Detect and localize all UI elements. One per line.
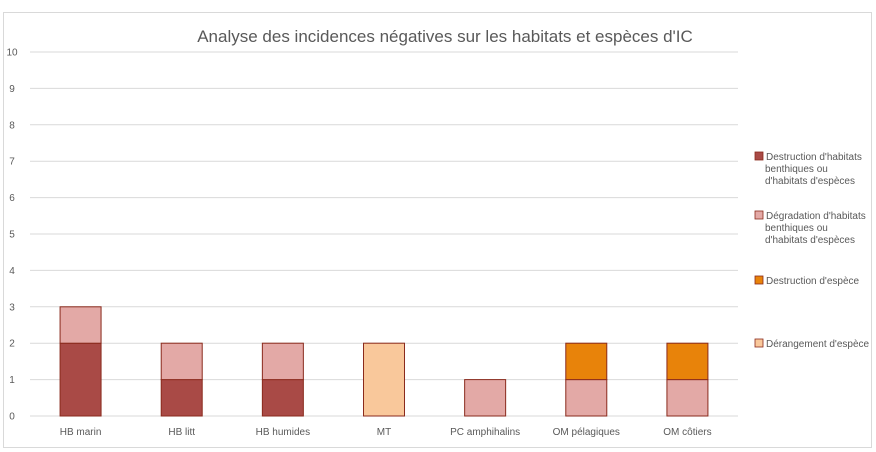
x-tick-label: MT <box>377 427 391 438</box>
legend-swatch <box>754 338 764 348</box>
legend-label: Destruction d'habitats <box>766 152 862 163</box>
legend-swatch <box>754 151 764 161</box>
y-tick-label: 4 <box>9 266 15 277</box>
bar-segment <box>565 379 608 417</box>
x-axis-ticks: HB marin HB litt HB humides MT PC amphihalin… <box>60 427 712 438</box>
x-tick-label: HB marin <box>60 427 102 438</box>
x-tick-label: OM côtiers <box>663 427 711 438</box>
legend-swatch <box>754 210 764 220</box>
y-tick-label: 10 <box>6 48 18 59</box>
x-tick-label: PC amphihalins <box>450 427 520 438</box>
y-tick-label: 0 <box>9 412 15 423</box>
legend-swatch <box>754 275 764 285</box>
bar-segment <box>666 342 709 381</box>
bars <box>59 306 709 417</box>
bar-segment <box>261 379 304 417</box>
bar-segment <box>160 342 203 381</box>
y-tick-label: 5 <box>9 230 15 241</box>
legend-label: benthiques ou <box>765 164 828 175</box>
x-tick-label: OM pélagiques <box>553 427 620 438</box>
y-tick-label: 9 <box>9 84 15 95</box>
bar-segment <box>59 306 102 344</box>
bar-segment <box>160 379 203 417</box>
y-tick-label: 7 <box>9 157 15 168</box>
bar-segment <box>565 342 608 381</box>
legend-label: d'habitats d'espèces <box>765 235 855 246</box>
x-tick-label: HB humides <box>256 427 310 438</box>
bar-segment <box>363 342 405 417</box>
legend-label: benthiques ou <box>765 223 828 234</box>
gridlines <box>30 51 738 417</box>
legend-label: Dégradation d'habitats <box>766 211 866 222</box>
bar-segment <box>666 379 709 417</box>
x-tick-label: HB litt <box>168 427 195 438</box>
legend-label: d'habitats d'espèces <box>765 176 855 187</box>
y-tick-label: 1 <box>9 375 15 386</box>
y-axis-ticks: 0 1 2 3 4 5 6 7 8 9 10 <box>6 48 18 423</box>
bar-segment <box>261 342 304 381</box>
y-tick-label: 2 <box>9 339 15 350</box>
chart-title: Analyse des incidences négatives sur les… <box>197 27 693 46</box>
legend-label: Dérangement d'espèce <box>766 339 870 350</box>
bar-segment <box>59 342 102 417</box>
chart-area <box>3 12 872 448</box>
y-tick-label: 6 <box>9 193 15 204</box>
legend-label: Destruction d'espèce <box>766 276 860 287</box>
y-tick-label: 8 <box>9 120 15 131</box>
y-tick-label: 3 <box>9 302 15 313</box>
bar-segment <box>464 379 507 417</box>
